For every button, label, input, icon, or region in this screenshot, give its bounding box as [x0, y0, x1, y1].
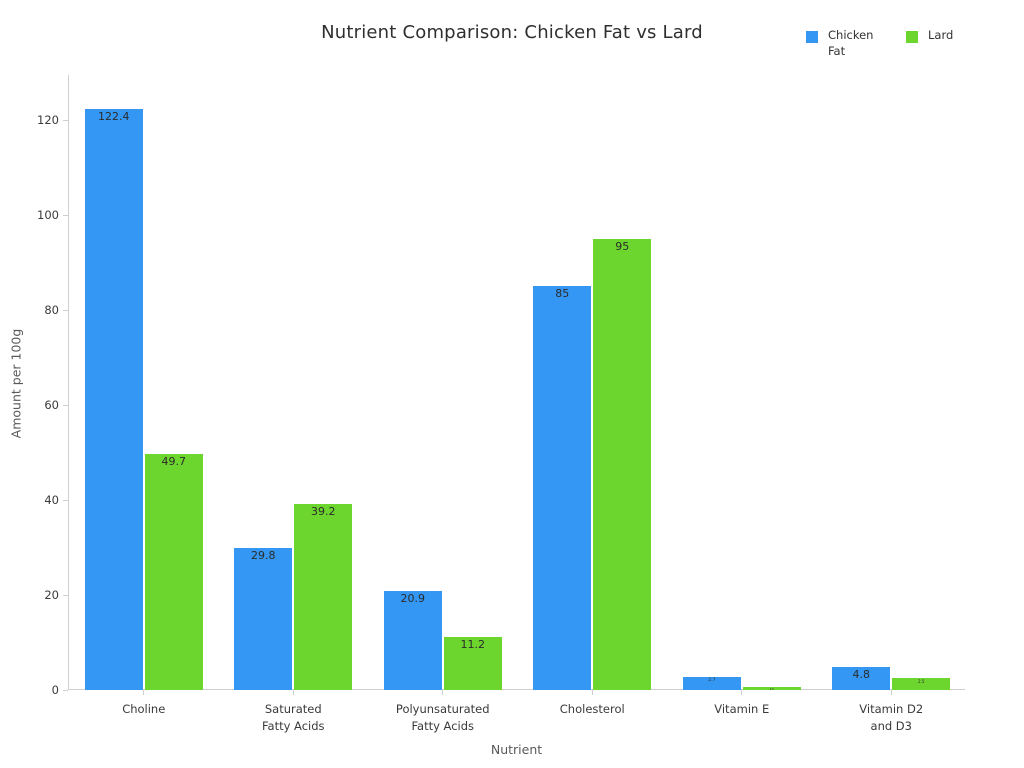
bar-value-label: 11.2	[460, 637, 486, 651]
bar-value-label: 2.7	[708, 678, 716, 684]
bar-value-label: 95	[615, 239, 630, 253]
x-tick-mark-vitamin-e	[741, 690, 743, 695]
bar-value-label: 122.4	[98, 109, 130, 123]
y-tick-label-80: 80	[44, 303, 59, 318]
legend-item-lard[interactable]: Lard	[906, 28, 953, 59]
y-tick-label-120: 120	[37, 113, 59, 128]
legend-label-lard: Lard	[928, 28, 954, 42]
x-tick-mark-polyunsaturated-fatty-acids	[442, 690, 444, 695]
x-tick-mark-cholesterol	[591, 690, 593, 695]
y-tick-mark-100	[63, 214, 68, 216]
bar-chicken-fat-vitamin-e[interactable]: 2.7	[682, 677, 741, 690]
bar-lard-vitamin-e[interactable]: 0.6	[742, 687, 801, 692]
y-tick-label-100: 100	[37, 208, 59, 223]
x-tick-label-saturated-fatty-acids: Saturated Fatty Acids	[261, 702, 325, 733]
y-tick-mark-40	[63, 499, 68, 501]
bar-lard-cholesterol[interactable]: 95	[593, 238, 652, 690]
x-tick-mark-vitamin-d2-and-d3	[890, 690, 892, 695]
y-tick-mark-120	[63, 119, 68, 121]
lard-swatch-icon	[906, 31, 918, 43]
x-tick-label-choline: Choline	[122, 702, 166, 716]
bar-chicken-fat-saturated-fatty-acids[interactable]: 29.8	[234, 548, 293, 690]
bar-value-label: 29.8	[251, 549, 276, 563]
chicken-fat-swatch-icon	[806, 31, 818, 43]
legend: Chicken Fat Lard	[806, 28, 953, 59]
plot-area: 0 20 40 60 80 100 120 122.4 29.8 20.9 85 2.7 4.8 49.7…	[37, 75, 965, 733]
y-tick-label-40: 40	[44, 493, 59, 508]
bar-value-label: 4.8	[852, 668, 871, 682]
bar-value-label: 2.5	[917, 679, 925, 685]
bar-value-label: 0.6	[769, 688, 774, 692]
bar-value-label: 39.2	[311, 504, 336, 518]
y-tick-label-20: 20	[44, 588, 59, 603]
y-tick-mark-0	[63, 689, 68, 691]
x-tick-mark-saturated-fatty-acids	[292, 690, 294, 695]
legend-item-chicken-fat[interactable]: Chicken Fat	[806, 28, 880, 59]
legend-label-chicken-fat: Chicken Fat	[828, 28, 874, 58]
chart-title: Nutrient Comparison: Chicken Fat vs Lard	[321, 22, 703, 43]
x-tick-label-vitamin-e: Vitamin E	[714, 702, 770, 716]
bar-value-label: 85	[555, 287, 570, 301]
x-tick-label-vitamin-d2-and-d3: Vitamin D2 and D3	[859, 702, 924, 733]
x-tick-mark-choline	[143, 690, 145, 695]
bar-lard-vitamin-d2-and-d3[interactable]: 2.5	[892, 678, 951, 690]
x-axis-title: Nutrient	[490, 742, 543, 757]
bar-lard-saturated-fatty-acids[interactable]: 39.2	[294, 503, 353, 690]
y-tick-mark-80	[63, 309, 68, 311]
bar-chicken-fat-vitamin-d2-and-d3[interactable]: 4.8	[832, 667, 891, 690]
bar-lard-polyunsaturated-fatty-acids[interactable]: 11.2	[443, 636, 502, 690]
bar-value-label: 20.9	[400, 591, 426, 605]
x-tick-label-polyunsaturated-fatty-acids: Polyunsaturated Fatty Acids	[395, 702, 490, 733]
bar-value-label: 49.7	[161, 454, 187, 468]
x-tick-label-cholesterol: Cholesterol	[559, 702, 625, 716]
bar-chicken-fat-cholesterol[interactable]: 85	[533, 286, 592, 690]
bar-chicken-fat-polyunsaturated-fatty-acids[interactable]: 20.9	[383, 590, 442, 690]
y-axis-title: Amount per 100g	[8, 328, 24, 439]
y-tick-label-0: 0	[51, 683, 59, 697]
y-tick-mark-60	[63, 404, 68, 406]
y-tick-mark-20	[63, 594, 68, 596]
y-tick-label-60: 60	[44, 398, 59, 413]
bar-chicken-fat-choline[interactable]: 122.4	[84, 108, 143, 690]
bar-lard-choline[interactable]: 49.7	[144, 453, 203, 690]
